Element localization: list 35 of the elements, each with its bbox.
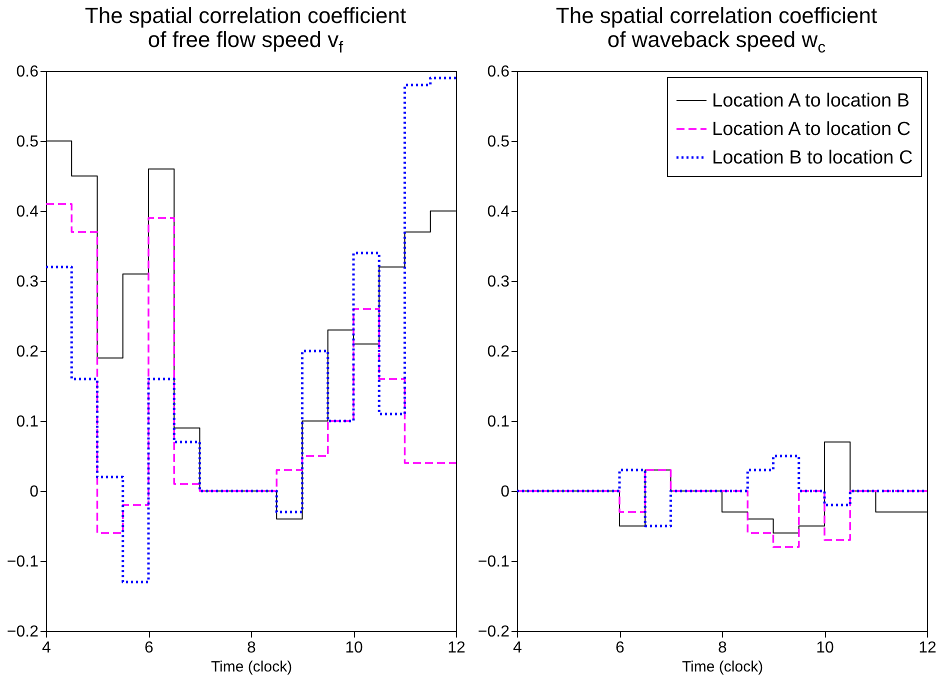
- x-tick-label: 6: [144, 640, 154, 656]
- x-tick-label: 6: [616, 640, 625, 656]
- chart-title: The spatial correlation coefficient of waveback speed w$_{c}$: [554, 3, 878, 58]
- x-axis-title: Time (clock): [210, 658, 292, 676]
- x-tick-label: 10: [816, 640, 834, 656]
- y-tick-label: 0.4: [16, 204, 39, 220]
- x-tick-label: 4: [513, 640, 522, 656]
- y-tick-label: 0.3: [487, 274, 510, 290]
- y-tick-label: 0.4: [487, 204, 510, 220]
- y-tick-label: 0.5: [487, 134, 510, 150]
- x-tick-label: 12: [918, 640, 936, 656]
- y-tick-label: 0.2: [487, 344, 510, 360]
- y-tick-label: 0.6: [16, 64, 39, 80]
- legend-label: Location A to location B: [712, 90, 910, 112]
- y-tick-label: −0.1: [6, 554, 39, 570]
- x-tick-label: 12: [448, 640, 466, 656]
- y-tick-label: −0.2: [478, 624, 510, 640]
- y-tick-label: 0.1: [487, 414, 510, 430]
- legend-label: Location A to location C: [712, 119, 911, 140]
- y-tick-label: 0.2: [16, 344, 39, 360]
- x-tick-label: 8: [718, 640, 728, 656]
- y-tick-label: 0.1: [16, 414, 39, 430]
- y-tick-label: 0: [30, 484, 39, 500]
- chart-title: The spatial correlation coefficient of free flow speed v$_{f}$: [84, 3, 406, 58]
- y-tick-label: 0.6: [487, 64, 510, 80]
- y-tick-label: −0.1: [478, 554, 510, 570]
- x-tick-label: 10: [345, 640, 363, 656]
- y-tick-label: 0.3: [16, 274, 39, 290]
- legend-label: Location B to location C: [712, 148, 913, 168]
- y-tick-label: 0.5: [16, 134, 39, 150]
- y-tick-label: 0: [500, 484, 510, 500]
- y-tick-label: −0.2: [6, 624, 39, 640]
- x-tick-label: 4: [42, 640, 52, 656]
- x-tick-label: 8: [247, 640, 256, 656]
- x-axis-title: Time (clock): [682, 658, 764, 676]
